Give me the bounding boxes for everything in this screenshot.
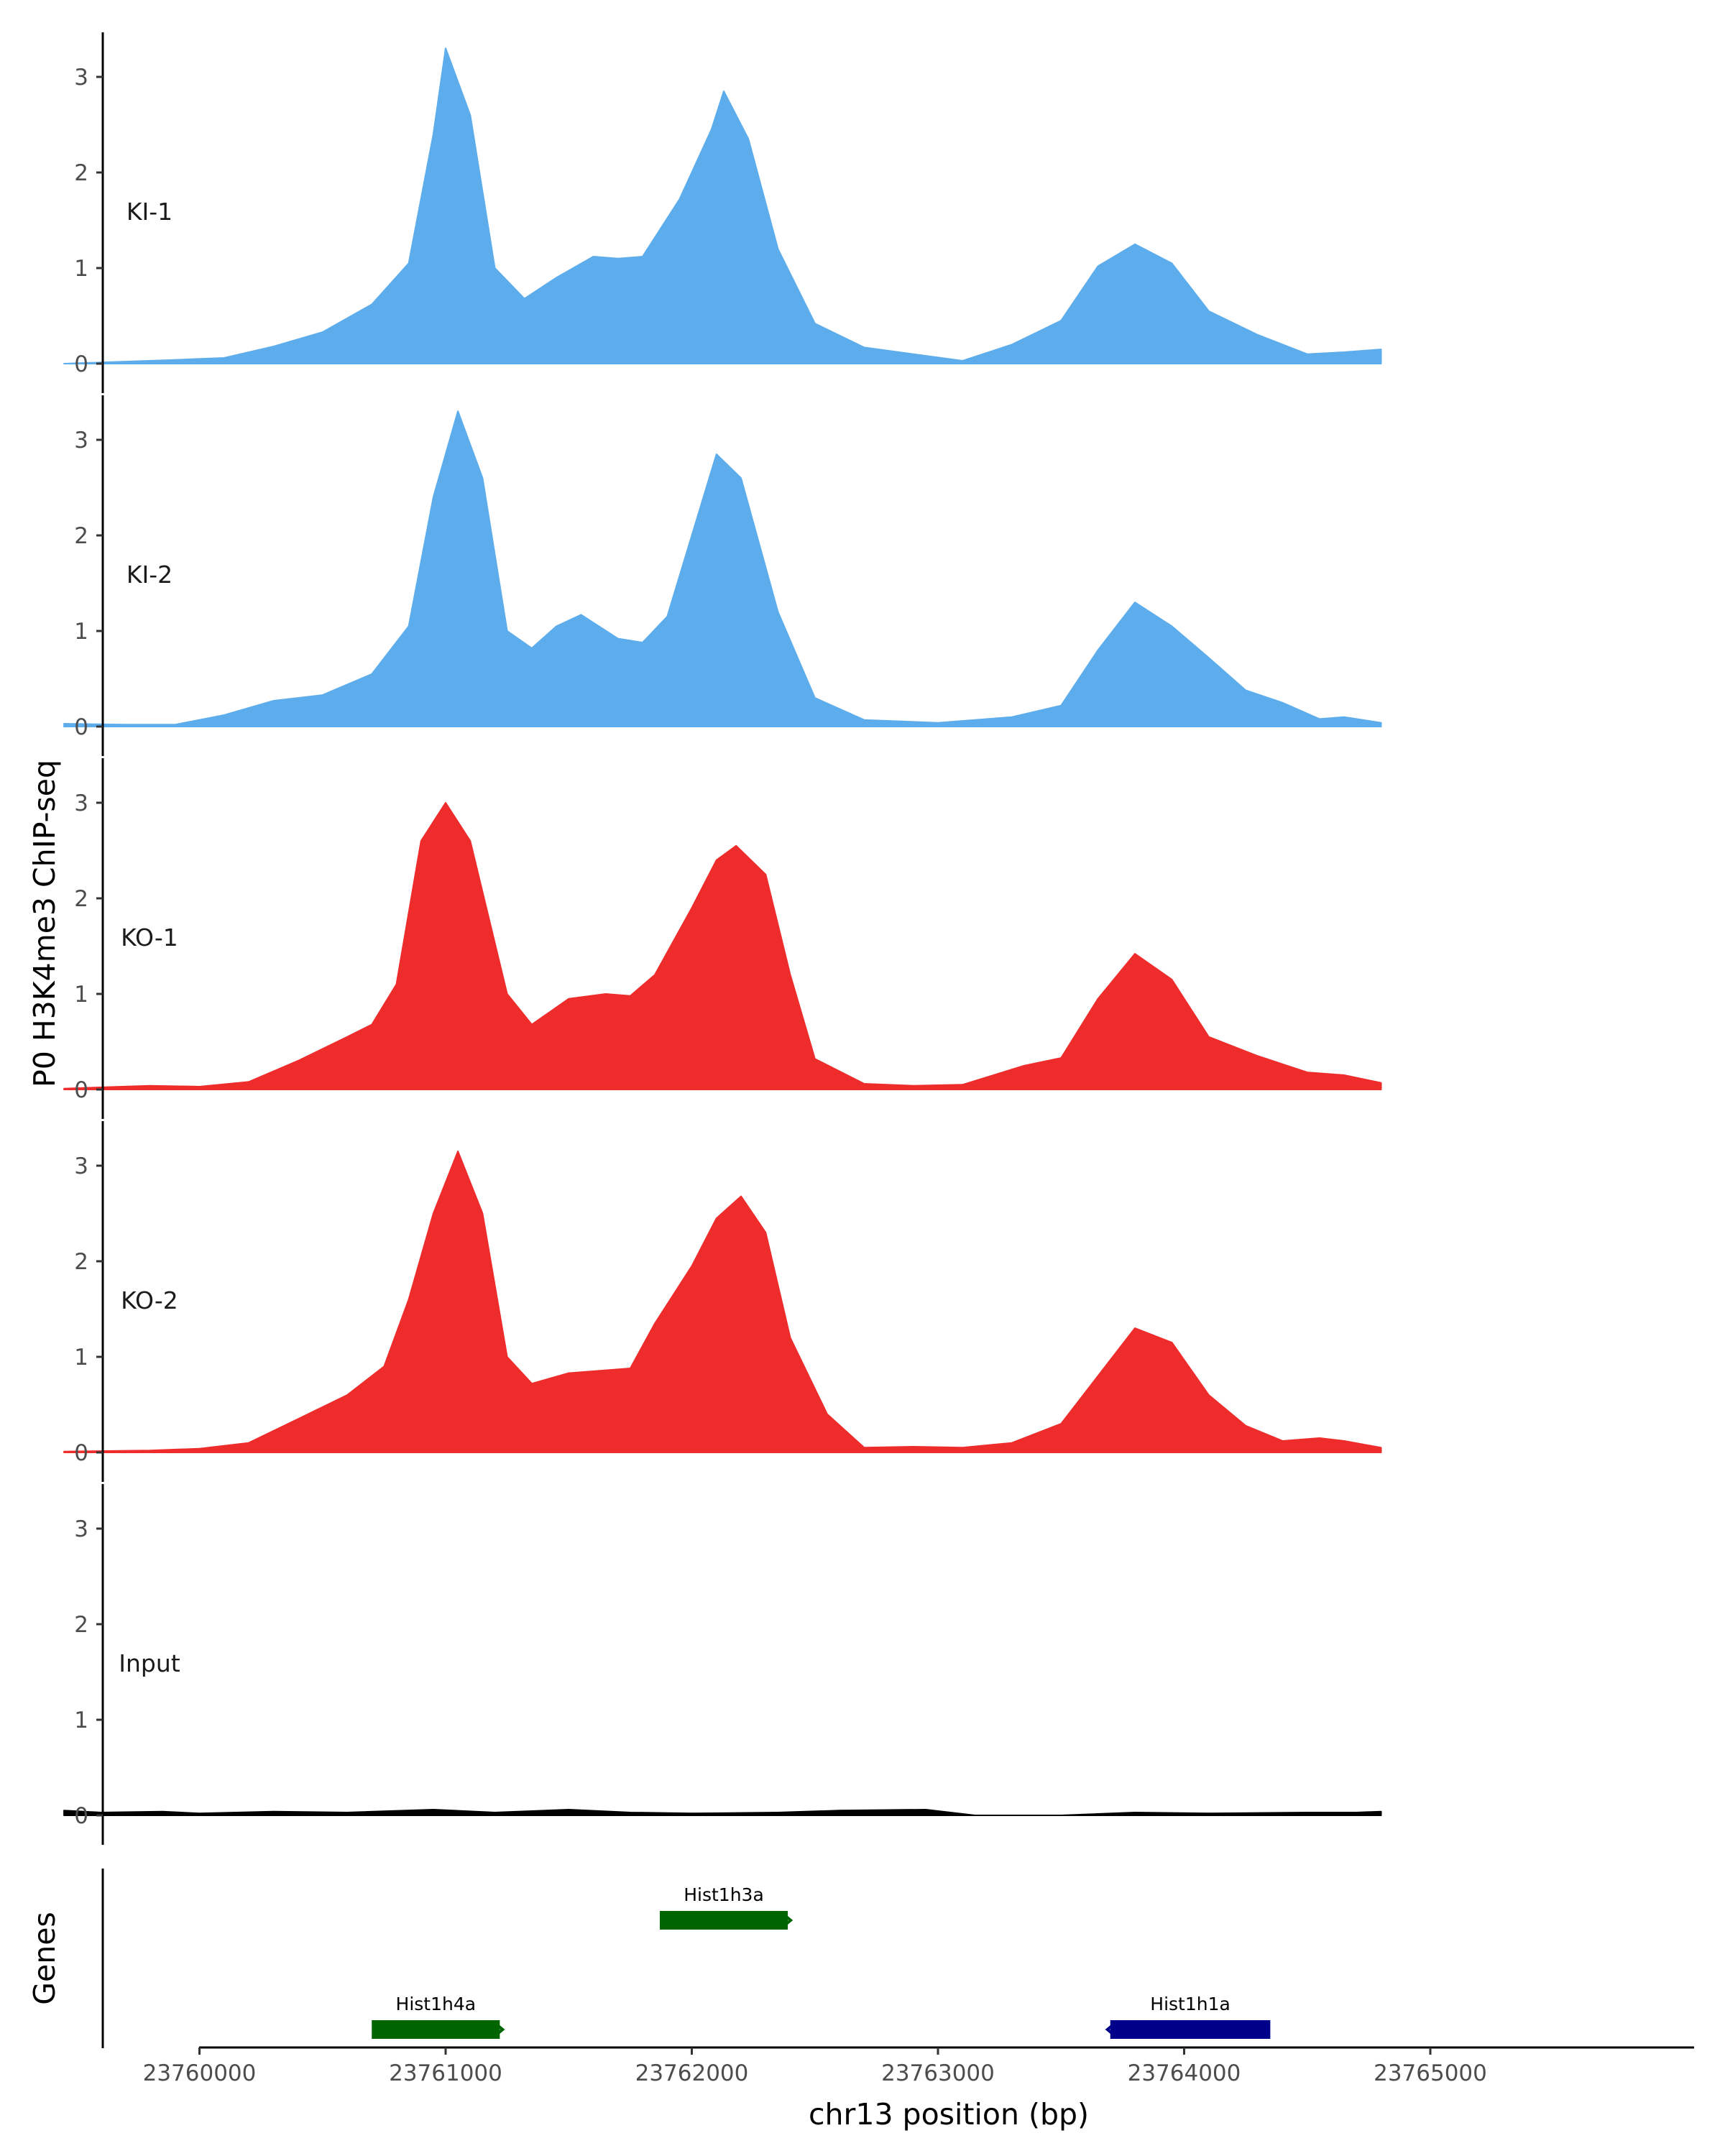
track-panel-ki-2: 0 1 2 3 KI-2 [63,395,1382,756]
y-axis-title: P0 H3K4me3 ChIP-seq [27,760,62,1087]
track-label-input: Input [119,1649,180,1677]
track-label-ki-1: KI-1 [126,198,172,226]
y-tick-label: 0 [74,714,88,740]
x-tick-label: 23763000 [881,2060,995,2086]
x-axis: 23760000 23761000 23762000 23763000 23764000… [143,2046,1694,2086]
gene-label: Hist1h4a [396,1994,477,2014]
track-label-ki-2: KI-2 [126,561,172,589]
strand-arrow [493,2021,505,2038]
y-tick-label: 2 [74,1612,88,1638]
area-input [63,1809,1382,1816]
y-tick-label: 0 [74,1803,88,1829]
y-tick-label: 1 [74,982,88,1008]
y-tick-label: 2 [74,160,88,186]
x-tick-label: 23764000 [1128,2060,1241,2086]
track-panels: 0 1 2 3 KI-1 0 1 2 3 KI-2 0 1 2 3 KO-1 0 1 2 3 KO-2 0 1 2 3 Inpu… [63,32,1382,1845]
gene-hist1h4a: Hist1h4a [372,1994,505,2039]
genes-track: Genes Hist1h3a Hist1h4a Hist1h1a [27,1869,1271,2048]
gene-label: Hist1h1a [1150,1994,1230,2014]
gene-hist1h1a: Hist1h1a [1105,1994,1271,2039]
y-tick-label: 1 [74,1708,88,1733]
x-tick-label: 23761000 [389,2060,502,2086]
y-tick-label: 0 [74,1440,88,1466]
track-panel-input: 0 1 2 3 Input [63,1484,1382,1845]
strand-arrow [781,1912,794,1929]
y-tick-label: 3 [74,1516,88,1542]
track-label-ko-2: KO-2 [121,1286,178,1314]
area-ko-1 [63,802,1382,1090]
y-tick-label: 3 [74,65,88,91]
genes-track-label: Genes [27,1912,62,2005]
y-tick-label: 0 [74,351,88,377]
y-tick-label: 2 [74,886,88,912]
gene-body [1110,2020,1271,2039]
strand-arrow [1105,2021,1118,2038]
y-tick-label: 2 [74,1249,88,1275]
gene-hist1h3a: Hist1h3a [659,1884,794,1930]
y-tick-label: 1 [74,256,88,282]
y-tick-label: 3 [74,1153,88,1179]
track-panel-ko-1: 0 1 2 3 KO-1 [63,758,1382,1119]
area-ki-1 [63,47,1382,364]
y-tick-label: 3 [74,428,88,453]
area-ki-2 [63,410,1382,727]
y-tick-label: 1 [74,1345,88,1370]
x-tick-label: 23762000 [635,2060,749,2086]
x-axis-title: chr13 position (bp) [809,2097,1089,2132]
gene-body [372,2020,500,2039]
y-tick-label: 3 [74,791,88,816]
track-label-ko-1: KO-1 [121,923,178,952]
y-tick-label: 1 [74,619,88,645]
gene-label: Hist1h3a [684,1884,764,1905]
y-tick-label: 2 [74,523,88,549]
track-panel-ko-2: 0 1 2 3 KO-2 [63,1121,1382,1482]
x-tick-label: 23760000 [143,2060,257,2086]
y-tick-label: 0 [74,1077,88,1103]
area-ko-2 [63,1151,1382,1453]
x-tick-label: 23765000 [1374,2060,1487,2086]
gene-body [659,1911,788,1930]
track-panel-ki-1: 0 1 2 3 KI-1 [63,32,1382,393]
